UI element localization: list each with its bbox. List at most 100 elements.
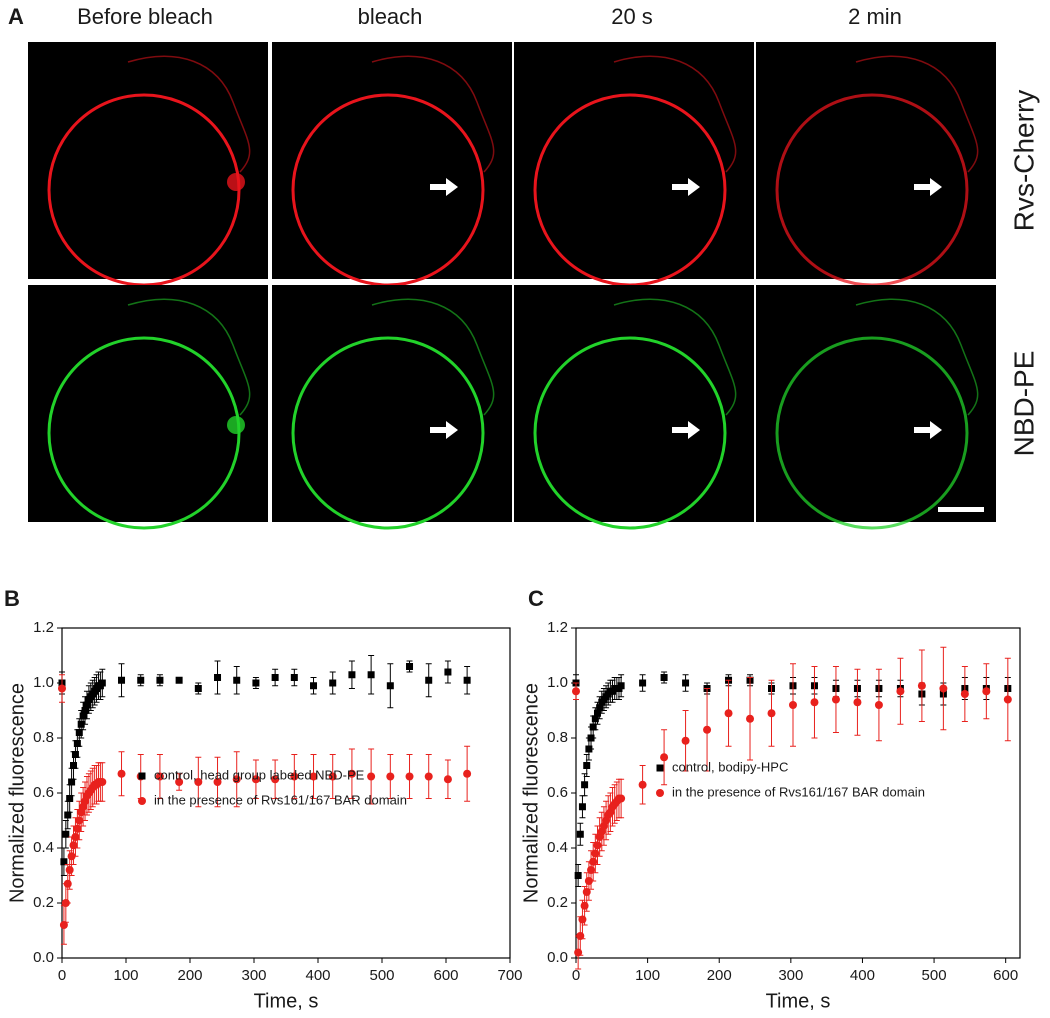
data-point	[62, 830, 70, 838]
x-tick-label: 100	[635, 967, 660, 984]
y-tick-label: 1.2	[33, 619, 54, 636]
data-point	[60, 858, 68, 866]
bleach-arrow	[914, 178, 942, 196]
bleach-arrow	[430, 421, 458, 439]
data-point	[578, 803, 586, 811]
legend-label: in the presence of Rvs161/167 BAR domain	[154, 792, 407, 807]
data-point	[581, 781, 589, 789]
data-point	[68, 778, 76, 786]
x-axis-label: Time, s	[254, 990, 319, 1012]
vesicle-membrane	[291, 336, 485, 530]
x-tick-label: 400	[305, 967, 330, 984]
x-tick-label: 300	[778, 967, 803, 984]
y-tick-label: 0.2	[547, 894, 568, 911]
data-point	[681, 736, 690, 745]
data-point	[290, 674, 298, 681]
y-tick-label: 1.2	[547, 619, 568, 636]
micrograph-background	[28, 285, 268, 522]
data-point	[175, 778, 184, 786]
data-point	[703, 725, 712, 734]
scale-bar	[938, 507, 984, 512]
data-point	[83, 701, 91, 709]
x-tick-label: 600	[993, 967, 1018, 984]
data-point	[463, 769, 472, 778]
data-point	[194, 778, 203, 786]
data-point	[386, 772, 395, 781]
micrograph	[272, 42, 512, 287]
y-tick-label: 0.2	[33, 894, 54, 911]
legend-label: control, bodipy-HPC	[672, 759, 788, 774]
x-tick-label: 100	[113, 967, 138, 984]
legend-label: control, head group labeled NBD-PE	[154, 767, 365, 782]
data-point	[463, 676, 471, 684]
y-tick-label: 0.6	[547, 784, 568, 801]
data-point	[290, 772, 299, 781]
data-point	[896, 687, 905, 696]
data-point	[156, 676, 164, 684]
data-point	[233, 676, 241, 684]
y-tick-label: 1.0	[33, 674, 54, 691]
data-point	[73, 740, 81, 747]
data-point	[639, 679, 647, 687]
data-point	[309, 772, 318, 781]
data-point	[810, 698, 819, 707]
y-tick-label: 0.4	[547, 839, 568, 856]
x-tick-label: 500	[369, 967, 394, 984]
x-tick-label: 700	[497, 967, 522, 984]
bleach-arrow	[430, 178, 458, 196]
x-tick-label: 0	[58, 967, 66, 984]
micrograph-background	[756, 285, 996, 522]
micrograph	[272, 285, 512, 530]
micrograph-background	[272, 285, 512, 522]
data-point	[425, 676, 433, 684]
data-point	[98, 679, 106, 687]
membrane-tether	[855, 55, 979, 173]
data-point	[252, 679, 260, 687]
data-point	[660, 674, 668, 681]
data-point	[788, 701, 797, 709]
data-point	[424, 772, 433, 781]
y-tick-label: 0.4	[33, 839, 54, 856]
data-point	[682, 679, 690, 687]
data-point	[853, 698, 862, 707]
y-tick-label: 0.8	[547, 729, 568, 746]
column-title: Before bleach	[77, 4, 213, 29]
x-axis-label: Time, s	[766, 990, 831, 1012]
y-axis-label: Normalized fluorescence	[6, 683, 28, 903]
data-point	[874, 701, 883, 709]
data-point	[70, 762, 78, 769]
bleach-arrow	[914, 421, 942, 439]
micrograph	[28, 42, 268, 287]
data-point	[444, 668, 452, 676]
data-point	[617, 682, 625, 690]
data-point	[1003, 695, 1012, 704]
micrograph	[756, 285, 996, 530]
data-point	[213, 778, 222, 786]
membrane-tether	[371, 55, 495, 173]
row-title: NBD-PE	[1008, 351, 1039, 457]
vesicle-membrane	[533, 336, 727, 530]
data-point	[118, 676, 126, 684]
data-point	[137, 676, 145, 684]
legend-marker	[656, 764, 664, 772]
data-point	[939, 684, 948, 693]
x-tick-label: 600	[433, 967, 458, 984]
data-point	[155, 772, 164, 781]
panel-label: C	[528, 586, 544, 611]
x-tick-label: 200	[707, 967, 732, 984]
micrograph-background	[514, 285, 754, 522]
data-point	[214, 674, 222, 681]
membrane-cluster	[227, 173, 245, 191]
data-point	[271, 775, 280, 784]
data-point	[75, 729, 83, 736]
micrograph-background	[28, 42, 268, 279]
column-title: 20 s	[611, 4, 653, 29]
data-point	[81, 707, 89, 714]
data-point	[596, 704, 604, 712]
y-tick-label: 0.8	[33, 729, 54, 746]
data-point	[589, 723, 597, 731]
bleach-arrow	[672, 421, 700, 439]
data-point	[617, 794, 626, 803]
data-point	[66, 795, 74, 802]
